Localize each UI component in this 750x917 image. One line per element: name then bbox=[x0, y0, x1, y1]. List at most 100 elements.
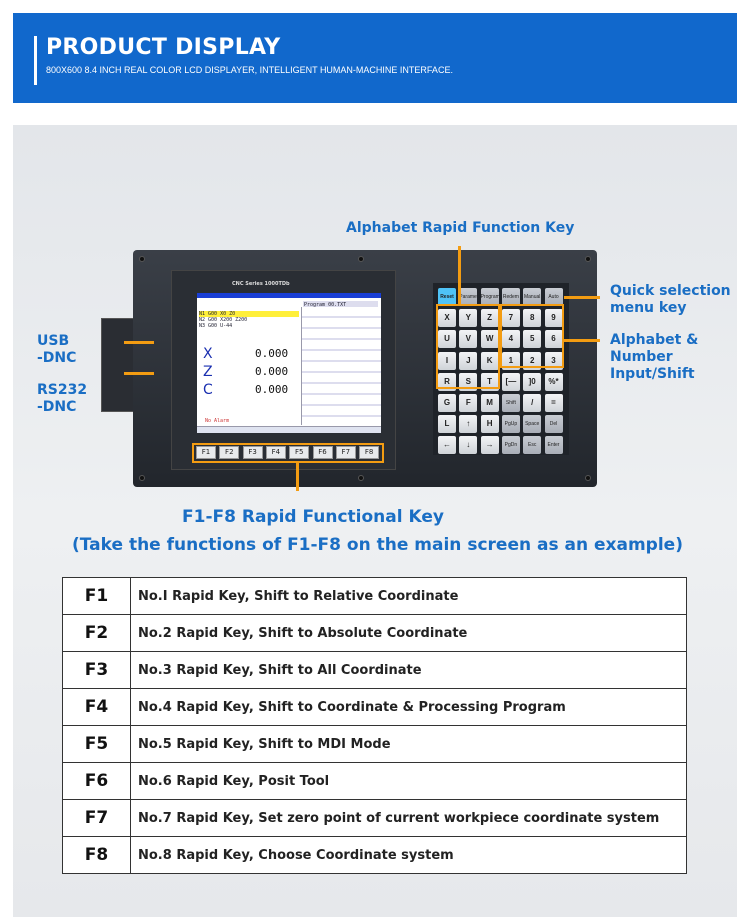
f6-key[interactable]: F6 bbox=[312, 446, 333, 459]
key-[interactable]: [— bbox=[501, 372, 520, 391]
key-shift[interactable]: Shift bbox=[501, 394, 520, 412]
key-[interactable]: / bbox=[523, 394, 542, 412]
key-j[interactable]: J bbox=[459, 351, 478, 370]
label-fkeys-note: (Take the functions of F1-F8 on the main… bbox=[72, 535, 683, 555]
description-cell: No.6 Rapid Key, Posit Tool bbox=[130, 762, 687, 800]
key-f[interactable]: F bbox=[459, 394, 478, 412]
f2-key[interactable]: F2 bbox=[219, 446, 240, 459]
key-[interactable]: ↑ bbox=[459, 415, 478, 434]
fkey-cell: F2 bbox=[62, 614, 131, 652]
fkey-cell: F3 bbox=[62, 651, 131, 689]
key-space[interactable]: Space bbox=[523, 415, 542, 434]
key-program[interactable]: Program bbox=[480, 288, 499, 306]
key-w[interactable]: W bbox=[480, 330, 499, 349]
f5-key[interactable]: F5 bbox=[289, 446, 310, 459]
key-[interactable]: ← bbox=[438, 436, 456, 455]
key-redem[interactable]: Redem bbox=[501, 288, 520, 306]
key-5[interactable]: 5 bbox=[523, 330, 542, 349]
key-8[interactable]: 8 bbox=[523, 309, 542, 328]
key-y[interactable]: Y bbox=[459, 309, 478, 328]
key-k[interactable]: K bbox=[480, 351, 499, 370]
status-panel bbox=[301, 307, 381, 425]
description-cell: No.5 Rapid Key, Shift to MDI Mode bbox=[130, 725, 687, 763]
key-parameter[interactable]: Parameter bbox=[459, 288, 478, 306]
label-line: USB bbox=[37, 333, 70, 349]
number-keys-highlight bbox=[500, 304, 564, 368]
label-line: Quick selection bbox=[610, 283, 731, 299]
key-t[interactable]: T bbox=[480, 372, 499, 391]
key-g[interactable]: G bbox=[438, 394, 456, 412]
key-reset[interactable]: Reset bbox=[438, 288, 456, 306]
key-3[interactable]: 3 bbox=[544, 351, 563, 370]
alarm-text: No Alarm bbox=[205, 418, 230, 424]
key-u[interactable]: U bbox=[438, 330, 456, 349]
key-x[interactable]: X bbox=[438, 309, 456, 328]
arrow-line bbox=[124, 341, 154, 344]
series-label: CNC Series 1000TDb bbox=[232, 281, 290, 287]
program-line: N1 G00 X0 Z0 bbox=[199, 311, 299, 317]
key-l[interactable]: L bbox=[438, 415, 456, 434]
header-banner: PRODUCT DISPLAY 800X600 8.4 INCH REAL CO… bbox=[13, 13, 737, 103]
key-del[interactable]: Del bbox=[544, 415, 563, 434]
key-manual[interactable]: Manual bbox=[523, 288, 542, 306]
key-i[interactable]: I bbox=[438, 351, 456, 370]
key-pgup[interactable]: PgUp bbox=[501, 415, 520, 434]
label-usb: USB -DNC bbox=[37, 333, 76, 367]
key-9[interactable]: 9 bbox=[544, 309, 563, 328]
arrow-line bbox=[124, 372, 154, 375]
key-[interactable]: ↓ bbox=[459, 436, 478, 455]
label-line: Number bbox=[610, 349, 673, 365]
softkey-bar bbox=[197, 426, 381, 433]
key-6[interactable]: 6 bbox=[544, 330, 563, 349]
accent-bar bbox=[34, 36, 37, 85]
f7-key[interactable]: F7 bbox=[335, 446, 356, 459]
key-m[interactable]: M bbox=[480, 394, 499, 412]
program-name: Program 00.TXT bbox=[303, 301, 378, 309]
key-1[interactable]: 1 bbox=[501, 351, 520, 370]
fkey-cell: F7 bbox=[62, 799, 131, 837]
key-[interactable]: → bbox=[480, 436, 499, 455]
description-cell: No.8 Rapid Key, Choose Coordinate system bbox=[130, 836, 687, 874]
key-z[interactable]: Z bbox=[480, 309, 499, 328]
key-enter[interactable]: Enter bbox=[544, 436, 563, 455]
label-line: -DNC bbox=[37, 350, 77, 366]
description-cell: No.4 Rapid Key, Shift to Coordinate & Pr… bbox=[130, 688, 687, 726]
key-pgdn[interactable]: PgDn bbox=[501, 436, 520, 455]
label-alnum: Alphabet & Number Input/Shift bbox=[610, 332, 698, 383]
label-line: menu key bbox=[610, 300, 687, 316]
description-cell: No.2 Rapid Key, Shift to Absolute Coordi… bbox=[130, 614, 687, 652]
key-s[interactable]: S bbox=[459, 372, 478, 391]
screw bbox=[358, 256, 364, 262]
key-v[interactable]: V bbox=[459, 330, 478, 349]
key-[interactable]: %* bbox=[544, 372, 563, 391]
f1-key[interactable]: F1 bbox=[196, 446, 216, 459]
fkey-cell: F5 bbox=[62, 725, 131, 763]
key-esc[interactable]: Esc bbox=[523, 436, 542, 455]
page-title: PRODUCT DISPLAY bbox=[46, 35, 281, 60]
key-7[interactable]: 7 bbox=[501, 309, 520, 328]
f3-key[interactable]: F3 bbox=[242, 446, 263, 459]
key-0[interactable]: ]0 bbox=[523, 372, 542, 391]
screw bbox=[358, 475, 364, 481]
key-2[interactable]: 2 bbox=[523, 351, 542, 370]
key-[interactable]: = bbox=[544, 394, 563, 412]
description-cell: No.I Rapid Key, Shift to Relative Coordi… bbox=[130, 577, 687, 615]
axis-z-label: Z bbox=[203, 364, 213, 380]
arrow-line bbox=[564, 296, 600, 299]
description-cell: No.3 Rapid Key, Shift to All Coordinate bbox=[130, 651, 687, 689]
key-auto[interactable]: Auto bbox=[544, 288, 563, 306]
label-quick-selection: Quick selection menu key bbox=[610, 283, 731, 317]
program-line: N3 G00 U-44 bbox=[199, 323, 233, 329]
key-4[interactable]: 4 bbox=[501, 330, 520, 349]
key-r[interactable]: R bbox=[438, 372, 456, 391]
label-line: Alphabet & bbox=[610, 332, 699, 348]
page-subtitle: 800X600 8.4 INCH REAL COLOR LCD DISPLAYE… bbox=[46, 65, 453, 75]
screw bbox=[585, 475, 591, 481]
key-h[interactable]: H bbox=[480, 415, 499, 434]
f8-key[interactable]: F8 bbox=[359, 446, 380, 459]
f4-key[interactable]: F4 bbox=[265, 446, 286, 459]
table-row: F7 No.7 Rapid Key, Set zero point of curr… bbox=[62, 799, 687, 837]
screw bbox=[585, 256, 591, 262]
label-line: Input/Shift bbox=[610, 366, 695, 382]
table-row: F3 No.3 Rapid Key, Shift to All Coordinat… bbox=[62, 651, 687, 689]
